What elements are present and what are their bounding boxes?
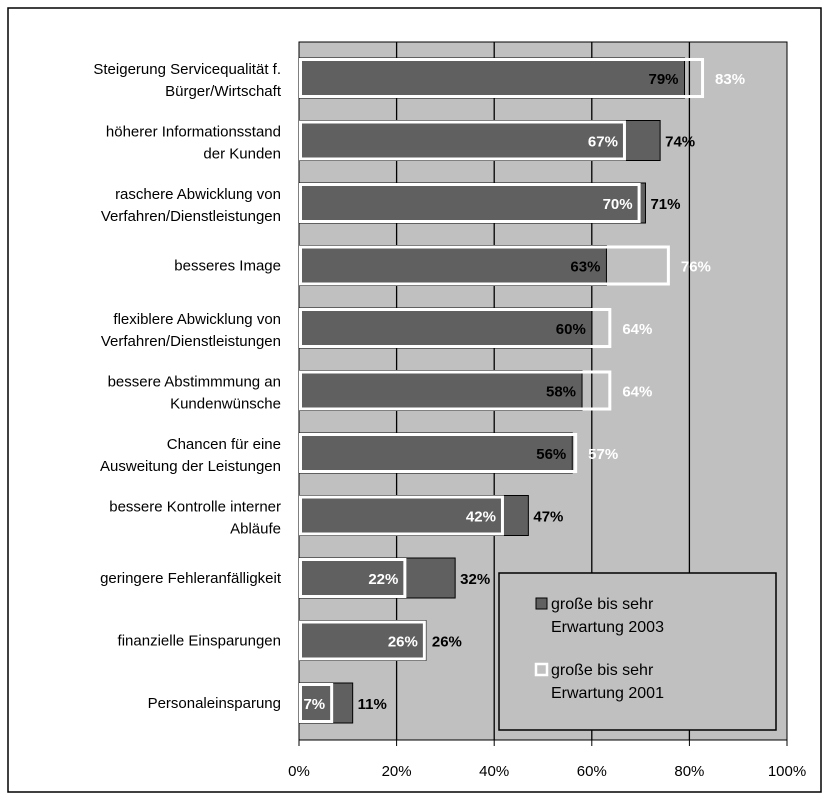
x-tick-label: 80% [674, 763, 704, 780]
bar-2001 [299, 308, 612, 348]
x-tick-label: 100% [768, 763, 806, 780]
bar-2001 [299, 183, 641, 223]
category-label-line: Bürger/Wirtschaft [165, 83, 282, 100]
category-label-line: Steigerung Servicequalität f. [93, 61, 281, 78]
bar-2001 [299, 433, 578, 473]
data-label-2001: 22% [368, 571, 398, 588]
bar-2001 [299, 58, 705, 98]
bar-2003 [298, 182, 646, 224]
data-label-2001: 7% [303, 696, 325, 713]
bar-2003 [298, 307, 593, 349]
data-label-2003: 79% [648, 71, 678, 88]
bar-2001 [299, 495, 504, 536]
category-label-line: höherer Informationsstand [106, 124, 281, 141]
bar-2003 [298, 57, 686, 99]
category-label-line: bessere Abstimmmung an [108, 374, 281, 391]
data-label-2003: 56% [536, 446, 566, 463]
category-label: bessere Abstimmmung an Kundenwünsche [108, 374, 281, 413]
category-label-line: Kundenwünsche [170, 396, 281, 413]
category-label: finanzielle Einsparungen [118, 633, 281, 650]
bar-2003 [298, 370, 583, 411]
x-tick-label: 20% [382, 763, 412, 780]
data-label-2001: 57% [588, 446, 618, 463]
category-label-line: Verfahren/Dienstleistungen [101, 333, 281, 350]
data-label-2003: 60% [556, 321, 586, 338]
legend-swatch-2001 [534, 662, 549, 677]
x-tick-label: 0% [288, 763, 310, 780]
category-label: Chancen für eine Ausweitung der Leistunge… [100, 436, 281, 475]
category-label-line: raschere Abwicklung von [115, 186, 281, 203]
data-label-2001: 67% [588, 134, 618, 151]
data-label-2003: 47% [533, 509, 563, 526]
category-label: raschere Abwicklung von Verfahren/Dienstl… [101, 186, 281, 225]
category-label-line: bessere Kontrolle interner [109, 499, 281, 516]
category-label-line: flexiblere Abwicklung von [113, 311, 281, 328]
chart-frame [7, 7, 822, 793]
data-label-2001: 64% [622, 384, 652, 401]
category-label-line: Chancen für eine [167, 436, 281, 453]
data-label-2003: 63% [570, 259, 600, 276]
category-label-line: Abläufe [230, 521, 281, 538]
category-label: besseres Image [174, 258, 281, 275]
bar-2001 [299, 370, 612, 411]
data-label-2001: 70% [603, 196, 633, 213]
category-label: flexiblere Abwicklung von Verfahren/Diens… [101, 311, 281, 350]
legend-label-2001-line1: große bis sehr [551, 662, 654, 679]
category-label-line: Verfahren/Dienstleistungen [101, 208, 281, 225]
category-label: Personaleinsparung [148, 695, 281, 712]
x-tick-label: 40% [479, 763, 509, 780]
bar-2001 [299, 683, 334, 723]
data-label-2003: 74% [665, 134, 695, 151]
bar-2001 [299, 245, 670, 286]
data-label-2001: 76% [681, 259, 711, 276]
data-label-2003: 32% [460, 571, 490, 588]
data-label-2001: 26% [388, 634, 418, 651]
bar-2003 [298, 432, 573, 474]
data-label-2003: 71% [650, 196, 680, 213]
data-label-2001: 64% [622, 321, 652, 338]
bar-2003 [298, 245, 607, 286]
category-label: geringere Fehleranfälligkeit [100, 570, 282, 587]
category-label-line: Ausweitung der Leistungen [100, 458, 281, 475]
x-tick-label: 60% [577, 763, 607, 780]
data-label-2003: 26% [432, 634, 462, 651]
data-label-2003: 58% [546, 384, 576, 401]
legend-label-2003-line1: große bis sehr [551, 596, 654, 613]
category-label: Steigerung Servicequalität f. Bürger/Wirt… [93, 61, 281, 100]
category-label: höherer Informationsstand der Kunden [106, 124, 281, 163]
bar-2001 [299, 558, 407, 598]
legend-label-2001-line2: Erwartung 2001 [551, 685, 664, 702]
category-label: bessere Kontrolle interner Abläufe [109, 499, 281, 538]
data-label-2001: 42% [466, 509, 496, 526]
legend-swatch-2003 [535, 597, 548, 610]
bar-2001 [299, 120, 626, 161]
bar-2001 [299, 620, 426, 661]
data-label-2003: 11% [358, 696, 387, 713]
legend-label-2003-line2: Erwartung 2003 [551, 619, 664, 636]
data-label-2001: 83% [715, 71, 745, 88]
category-label-line: der Kunden [203, 146, 281, 163]
